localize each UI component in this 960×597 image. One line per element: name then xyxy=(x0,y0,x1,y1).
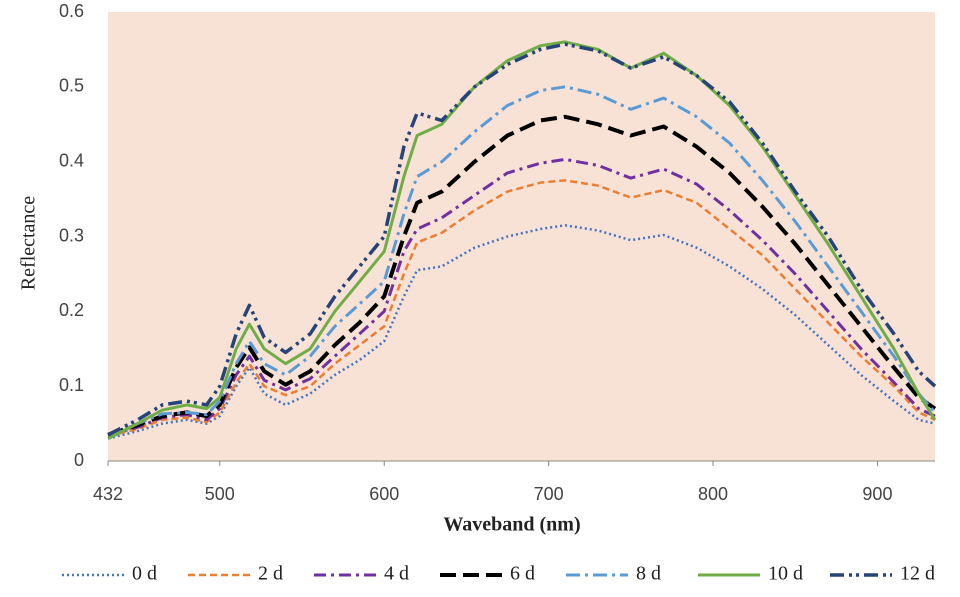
x-tick-label: 500 xyxy=(205,484,235,504)
series-line xyxy=(107,85,937,437)
y-tick-label: 0.2 xyxy=(59,300,84,320)
legend-label: 10 d xyxy=(768,563,803,585)
y-tick-label: 0.5 xyxy=(59,76,84,96)
y-tick-label: 0.6 xyxy=(59,1,84,21)
series-line xyxy=(107,179,936,438)
series-line xyxy=(107,42,937,437)
x-axis-label: Waveband (nm) xyxy=(443,514,580,536)
y-tick-label: 0.1 xyxy=(59,375,84,395)
y-tick-label: 0 xyxy=(74,450,84,470)
x-tick-label: 600 xyxy=(369,484,399,504)
x-tick-label: 700 xyxy=(534,484,564,504)
legend-label: 8 d xyxy=(636,563,661,585)
series-line xyxy=(107,40,937,440)
y-tick-label: 0.3 xyxy=(59,225,84,245)
legend-label: 12 d xyxy=(900,563,935,585)
legend-label: 4 d xyxy=(384,563,409,585)
x-tick-label: 900 xyxy=(862,484,892,504)
series-line xyxy=(107,224,936,440)
series-line xyxy=(107,114,937,437)
plot-area xyxy=(108,12,935,461)
y-axis-label: Reflectance xyxy=(18,196,40,290)
x-tick-label: 432 xyxy=(93,484,123,504)
legend-label: 6 d xyxy=(510,563,535,585)
y-tick-label: 0.4 xyxy=(59,150,84,170)
legend-label: 0 d xyxy=(132,563,157,585)
legend-label: 2 d xyxy=(258,563,283,585)
x-tick-label: 800 xyxy=(698,484,728,504)
